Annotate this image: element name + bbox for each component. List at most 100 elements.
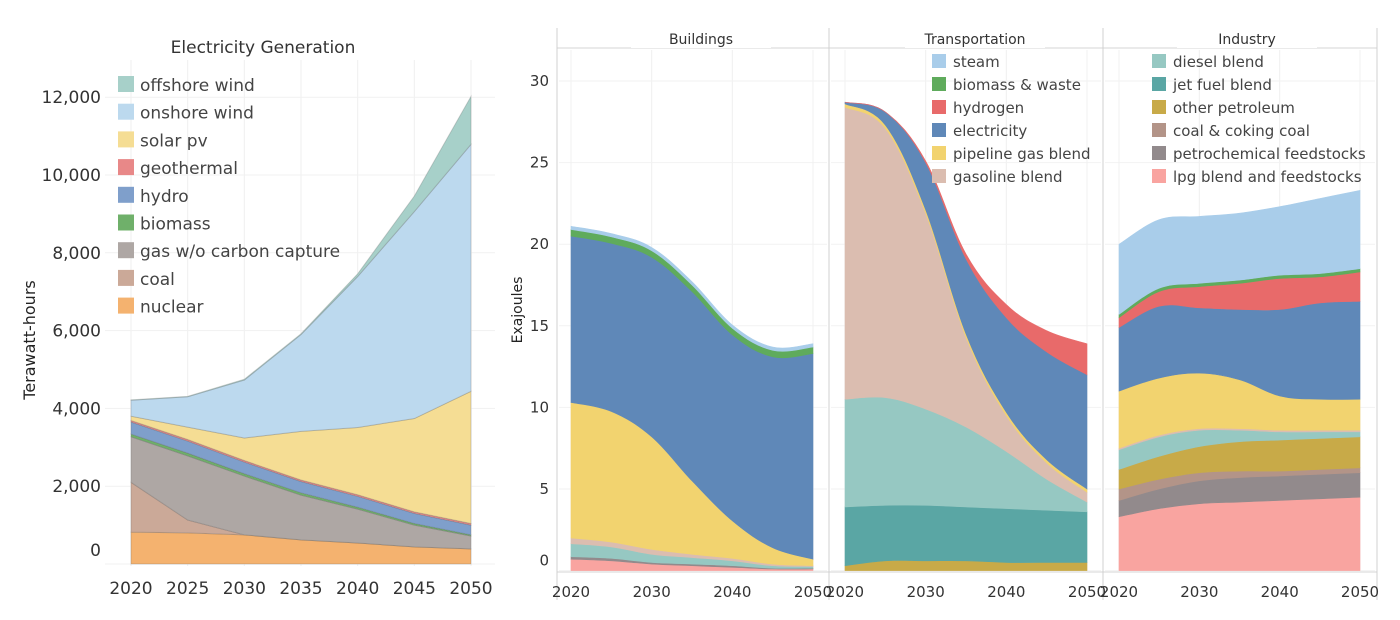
x-tick-label: 2040	[987, 583, 1025, 601]
legend-label: petrochemical feedstocks	[1173, 145, 1366, 163]
legend-label: hydrogen	[953, 99, 1024, 117]
facet-titles: Buildings Transportation Industry	[631, 28, 1317, 48]
legend-item-hydrogen: hydrogen	[932, 99, 1024, 117]
x-tick-label: 2020	[109, 579, 152, 599]
x-tick-label: 2030	[1180, 583, 1218, 601]
legend-label: pipeline gas blend	[953, 145, 1091, 163]
facet-title-background	[631, 28, 771, 48]
legend-swatch	[118, 76, 134, 92]
x-tick-label: 2040	[336, 579, 379, 599]
legend-swatch	[118, 103, 134, 120]
left-area-series	[130, 94, 472, 565]
x-tick-label: 2045	[393, 579, 436, 599]
area-coal	[130, 481, 472, 550]
legend-item-geothermal: geothermal	[118, 159, 238, 179]
y-tick-label: 30	[530, 72, 549, 90]
facet-title-buildings: Buildings	[669, 32, 733, 48]
y-axis-label: Terawatt-hours	[20, 280, 39, 400]
legend-label: onshore wind	[140, 104, 254, 124]
y-tick-label: 10,000	[42, 166, 101, 186]
x-tick-label: 2030	[223, 579, 266, 599]
area-geothermal	[130, 419, 472, 526]
legend-label: steam	[953, 53, 1000, 71]
x-tick-label: 2050	[1068, 583, 1106, 601]
legend-item-onshore-wind: onshore wind	[118, 103, 254, 124]
legend-swatch	[118, 186, 134, 203]
legend-label: gas w/o carbon capture	[140, 242, 340, 262]
area-industry-steam	[1118, 189, 1361, 315]
area-biomass	[130, 433, 472, 537]
legend-swatch	[932, 146, 946, 160]
x-tick-label: 2035	[279, 579, 322, 599]
legend-label: biomass	[140, 215, 211, 235]
legend-swatch	[118, 269, 134, 286]
y-tick-label: 0	[539, 552, 549, 570]
legend-item-offshore-wind: offshore wind	[118, 76, 255, 96]
legend-label: nuclear	[140, 298, 203, 318]
facet-title-background	[1177, 28, 1317, 48]
y-tick-label: 25	[530, 154, 549, 172]
legend-swatch	[118, 297, 134, 314]
left-x-tick-labels: 2020 2025 2030 2035 2040 2045 2050	[109, 579, 492, 599]
legend-label: jet fuel blend	[1172, 76, 1272, 94]
legend-swatch	[118, 214, 134, 231]
legend-item-biomass-waste: biomass & waste	[932, 76, 1081, 94]
legend-label: electricity	[953, 122, 1027, 140]
legend-item-coal-coking-coal: coal & coking coal	[1152, 122, 1310, 140]
x-tick-label: 2050	[794, 583, 832, 601]
legend-label: gasoline blend	[953, 168, 1063, 186]
legend-label: geothermal	[140, 159, 238, 179]
legend-item-diesel-blend: diesel blend	[1152, 53, 1264, 71]
legend-item-gasoline-blend: gasoline blend	[932, 168, 1063, 186]
legend-label: diesel blend	[1173, 53, 1264, 71]
legend-swatch	[932, 77, 946, 91]
legend-item-jet-fuel-blend: jet fuel blend	[1152, 76, 1272, 94]
chart-title: Electricity Generation	[171, 38, 356, 58]
legend-swatch	[118, 159, 134, 176]
right-area-series	[570, 101, 1361, 571]
legend-swatch	[1152, 100, 1166, 114]
legend-item-petrochemical-feedstocks: petrochemical feedstocks	[1152, 145, 1366, 163]
area-transportation-hydrogen	[844, 101, 1088, 376]
panel-areas-buildings	[570, 225, 814, 571]
area-offshore-wind	[130, 94, 472, 401]
legend-label: biomass & waste	[953, 76, 1081, 94]
legend-item-nuclear: nuclear	[118, 297, 203, 318]
x-tick-label: 2040	[713, 583, 751, 601]
legend-label: coal	[140, 270, 175, 290]
legend-item-biomass: biomass	[118, 214, 211, 235]
left-y-tick-labels: 0 2,000 4,000 6,000 8,000 10,000 12,000	[42, 88, 101, 561]
x-tick-label: 2050	[1341, 583, 1379, 601]
x-tick-label: 2030	[633, 583, 671, 601]
transportation-legend: steam biomass & waste hydrogen electricity p…	[932, 53, 1091, 186]
legend-item-coal: coal	[118, 269, 175, 290]
right-y-tick-labels: 0 5 10 15 20 25 30	[530, 72, 549, 570]
legend-item-other-petroleum: other petroleum	[1152, 99, 1295, 117]
y-tick-label: 10	[530, 398, 549, 416]
x-tick-label: 2040	[1261, 583, 1299, 601]
y-tick-label: 4,000	[52, 399, 101, 419]
legend-item-lpg-blend-and-feedstocks: lpg blend and feedstocks	[1152, 168, 1362, 186]
y-tick-label: 5	[539, 480, 549, 498]
x-tick-label: 2030	[907, 583, 945, 601]
legend-item-solar-pv: solar pv	[118, 131, 208, 151]
y-tick-label: 20	[530, 235, 549, 253]
legend-swatch	[932, 100, 946, 114]
legend-swatch	[118, 131, 134, 148]
legend-item-hydro: hydro	[118, 186, 189, 207]
x-tick-label: 2020	[826, 583, 864, 601]
y-tick-label: 2,000	[52, 477, 101, 497]
x-tick-label: 2050	[449, 579, 492, 599]
area-buildings-steam	[570, 225, 814, 352]
left-legend: offshore wind onshore wind solar pv geother…	[118, 76, 340, 318]
y-tick-label: 6,000	[52, 322, 101, 342]
legend-swatch	[1152, 77, 1166, 91]
legend-item-steam: steam	[932, 53, 1000, 71]
legend-swatch	[1152, 123, 1166, 137]
legend-label: lpg blend and feedstocks	[1173, 168, 1362, 186]
legend-label: solar pv	[140, 131, 208, 151]
